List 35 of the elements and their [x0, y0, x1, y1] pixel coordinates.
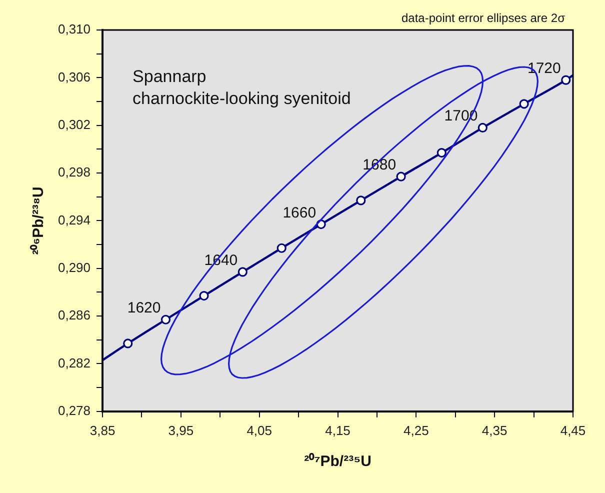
annotation: 1620 — [127, 300, 161, 317]
point — [160, 314, 171, 324]
x-tick-label: 4,35 — [482, 422, 508, 438]
point — [519, 99, 529, 109]
x-axis-title: ²⁰⁷Pb/²³⁵U — [304, 452, 372, 470]
y-tick-label: 0,286 — [58, 308, 91, 323]
point — [436, 148, 446, 158]
point — [276, 243, 286, 253]
annotation: 1720 — [527, 60, 561, 78]
point — [199, 290, 209, 301]
y-tick-label: 0,298 — [58, 164, 91, 180]
y-tick-label: 0,302 — [58, 116, 91, 132]
point — [396, 172, 406, 182]
y-tick-label: 0,278 — [58, 402, 91, 418]
x-tick-label: 4,15 — [325, 422, 350, 438]
point — [238, 267, 248, 277]
text: data-point error ellipses are 2σ — [402, 11, 566, 25]
y-tick-label: 0,294 — [58, 212, 91, 228]
x-tick-label: 3,85 — [90, 422, 116, 438]
point — [561, 75, 571, 85]
y-tick-label: 0,282 — [58, 355, 91, 370]
point — [123, 338, 133, 348]
point — [356, 196, 366, 206]
x-tick-label: 3,95 — [168, 422, 194, 438]
annotation: Spannarp — [132, 67, 206, 86]
y-tick-label: 0,290 — [58, 260, 91, 275]
y-axis-title: ²⁰⁶Pb/²³⁸U — [29, 186, 48, 255]
annotation: 1660 — [282, 204, 316, 222]
x-tick-label: 4,05 — [246, 422, 272, 438]
point — [478, 122, 488, 133]
y-tick-label: 0,310 — [58, 22, 91, 37]
annotation: charnockite-looking syenitoid — [132, 89, 351, 108]
x-tick-label: 4,45 — [560, 422, 586, 438]
y-tick-label: 0,306 — [58, 69, 91, 84]
x-tick-label: 4,25 — [404, 422, 429, 438]
